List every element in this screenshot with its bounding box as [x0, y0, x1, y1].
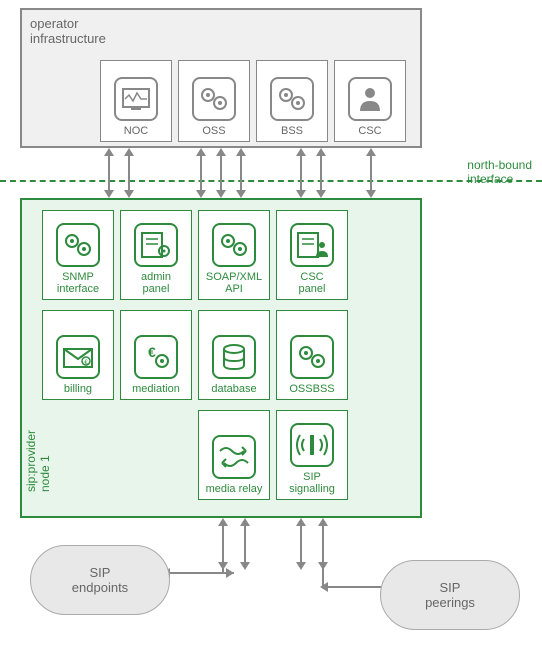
- arrow-top-4: [220, 154, 222, 192]
- billing-box: € billing: [42, 310, 114, 400]
- sip-signalling-label: SIP signalling: [289, 471, 335, 495]
- gears-icon: [270, 77, 314, 121]
- arrow-top-5: [240, 154, 242, 192]
- arrow-bot-1: [222, 524, 224, 564]
- oss-box: OSS: [178, 60, 250, 142]
- admin-panel-label: admin panel: [141, 271, 171, 295]
- sip-peerings-cloud: SIP peerings: [380, 560, 520, 630]
- admin-panel-box: admin panel: [120, 210, 192, 300]
- signal-icon: [290, 423, 334, 467]
- sip-signalling-box: SIP signalling: [276, 410, 348, 500]
- waves-icon: [212, 435, 256, 479]
- media-relay-box: media relay: [198, 410, 270, 500]
- database-icon: [212, 335, 256, 379]
- arrow-to-endpoints: [168, 572, 228, 574]
- person-icon: [348, 77, 392, 121]
- arrow-to-peerings: [326, 586, 384, 588]
- media-relay-label: media relay: [206, 483, 263, 495]
- arrow-top-3: [200, 154, 202, 192]
- panel-person-icon: [290, 223, 334, 267]
- ossbss-label: OSSBSS: [289, 383, 334, 395]
- gears-icon: [212, 223, 256, 267]
- arrow-bot-3: [300, 524, 302, 564]
- sip-peerings-label: SIP peerings: [425, 580, 475, 610]
- billing-label: billing: [64, 383, 92, 395]
- arrow-top-8: [370, 154, 372, 192]
- arrow-top-7: [320, 154, 322, 192]
- sip-provider-title: sip:provider node 1: [24, 430, 52, 492]
- bss-box: BSS: [256, 60, 328, 142]
- mediation-label: mediation: [132, 383, 180, 395]
- gears-icon: [290, 335, 334, 379]
- connector-line-2: [222, 572, 234, 574]
- soap-box: SOAP/XML API: [198, 210, 270, 300]
- database-label: database: [211, 383, 256, 395]
- sip-endpoints-cloud: SIP endpoints: [30, 545, 170, 615]
- north-bound-divider: [0, 180, 542, 182]
- ossbss-box: OSSBSS: [276, 310, 348, 400]
- monitor-icon: [114, 77, 158, 121]
- csc-box: CSC: [334, 60, 406, 142]
- euro-gear-icon: €: [134, 335, 178, 379]
- bss-label: BSS: [281, 125, 303, 137]
- noc-box: NOC: [100, 60, 172, 142]
- mediation-box: € mediation: [120, 310, 192, 400]
- csc-label: CSC: [358, 125, 381, 137]
- panel-gear-icon: [134, 223, 178, 267]
- connector-line-3: [322, 564, 324, 588]
- snmp-label: SNMP interface: [57, 271, 99, 295]
- sip-endpoints-label: SIP endpoints: [72, 565, 128, 595]
- gears-icon: [56, 223, 100, 267]
- gears-icon: [192, 77, 236, 121]
- arrow-top-6: [300, 154, 302, 192]
- operator-infra-title: operator infrastructure: [30, 16, 106, 46]
- snmp-box: SNMP interface: [42, 210, 114, 300]
- csc-panel-label: CSC panel: [299, 271, 326, 295]
- envelope-icon: €: [56, 335, 100, 379]
- noc-label: NOC: [124, 125, 148, 137]
- arrow-top-1: [108, 154, 110, 192]
- soap-label: SOAP/XML API: [206, 271, 262, 295]
- arrow-bot-4: [322, 524, 324, 564]
- csc-panel-box: CSC panel: [276, 210, 348, 300]
- oss-label: OSS: [202, 125, 225, 137]
- arrow-bot-2: [244, 524, 246, 564]
- north-bound-label: north-bound interface: [467, 158, 532, 186]
- arrow-top-2: [128, 154, 130, 192]
- database-box: database: [198, 310, 270, 400]
- svg-text:€: €: [148, 344, 156, 360]
